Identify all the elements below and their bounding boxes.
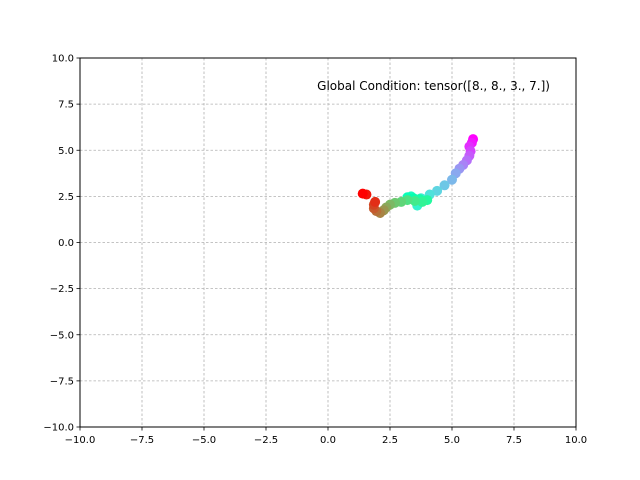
x-tick-label: 7.5 xyxy=(506,435,522,446)
chart-annotation: Global Condition: tensor([8., 8., 3., 7.… xyxy=(317,79,550,93)
y-tick-label: 10.0 xyxy=(52,54,74,65)
x-tick-label: −2.5 xyxy=(254,435,278,446)
y-tick-label: 0.0 xyxy=(58,238,74,249)
y-tick-label: 2.5 xyxy=(58,192,74,203)
y-tick-label: −7.5 xyxy=(50,376,74,387)
x-tick-label: 2.5 xyxy=(382,435,398,446)
x-tick-label: 0.0 xyxy=(320,435,336,446)
data-point xyxy=(432,185,443,196)
x-tick-label: 10.0 xyxy=(565,435,587,446)
data-point xyxy=(357,188,368,199)
y-axis-ticks: −10.0 −7.5 −5.0 −2.5 0.0 2.5 5.0 7.5 10.0 xyxy=(43,54,80,434)
data-point xyxy=(417,196,428,207)
y-tick-label: 7.5 xyxy=(58,100,74,111)
y-tick-label: −5.0 xyxy=(50,330,74,341)
data-point xyxy=(370,196,381,207)
data-point xyxy=(439,180,450,191)
x-tick-label: −10.0 xyxy=(65,435,96,446)
data-points xyxy=(357,134,479,218)
x-tick-label: −7.5 xyxy=(130,435,154,446)
x-tick-label: 5.0 xyxy=(444,435,460,446)
y-tick-label: −10.0 xyxy=(43,423,74,434)
y-tick-label: −2.5 xyxy=(50,284,74,295)
x-axis-ticks: −10.0 −7.5 −5.0 −2.5 0.0 2.5 5.0 7.5 10.0 xyxy=(65,427,587,446)
data-point xyxy=(447,174,457,185)
grid-lines xyxy=(79,57,577,428)
y-tick-label: 5.0 xyxy=(58,146,74,157)
x-tick-label: −5.0 xyxy=(192,435,216,446)
data-point xyxy=(409,195,420,206)
